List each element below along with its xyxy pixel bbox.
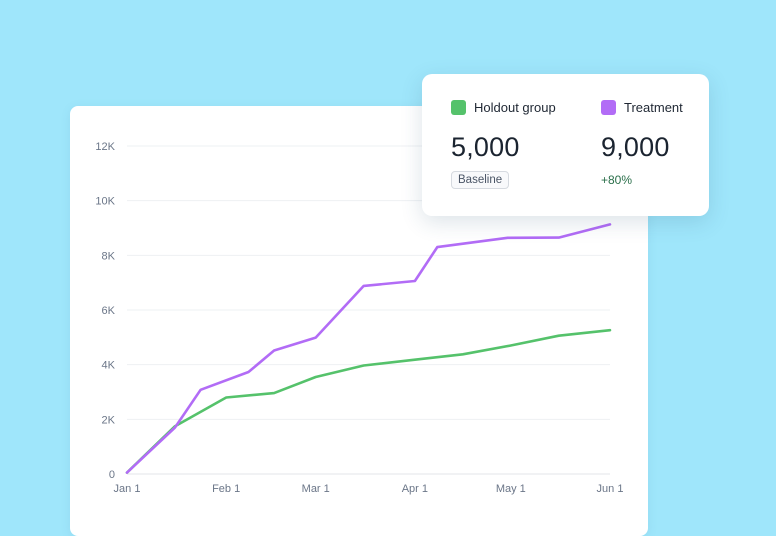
x-tick-label: Jun 1 <box>597 483 624 495</box>
holdout-label: Holdout group <box>474 99 556 115</box>
treatment-delta: +80% <box>601 173 633 187</box>
treatment-swatch <box>601 99 616 115</box>
series-layer <box>125 223 612 474</box>
treatment-label: Treatment <box>624 99 683 115</box>
x-tick-label: Apr 1 <box>402 483 428 495</box>
y-tick-label: 12K <box>95 141 115 153</box>
y-tick-label: 8K <box>102 250 116 262</box>
treatment-series-line <box>125 223 612 474</box>
x-axis-ticks: Jan 1 Feb 1 Mar 1 Apr 1 May 1 Jun 1 <box>114 483 624 495</box>
treatment-value: 9,000 <box>601 132 670 162</box>
x-tick-label: Feb 1 <box>212 483 240 495</box>
y-tick-label: 2K <box>102 414 116 426</box>
holdout-legend-entry: Holdout group <box>451 98 556 116</box>
holdout-swatch <box>451 99 466 115</box>
legend-summary-card: Holdout group 5,000 Baseline Treatment 9… <box>422 74 709 216</box>
line-chart: 0 2K 4K 6K 8K 10K 12K Jan 1 Feb 1 Mar 1 Apr 1 May … <box>95 141 624 495</box>
treatment-legend-entry: Treatment <box>601 98 683 116</box>
holdout-summary: Holdout group 5,000 Baseline <box>451 98 556 189</box>
treatment-summary: Treatment 9,000 +80% <box>601 98 683 187</box>
x-tick-label: Mar 1 <box>302 483 330 495</box>
y-tick-label: 10K <box>95 196 115 208</box>
x-tick-label: May 1 <box>496 483 526 495</box>
y-tick-label: 0 <box>109 469 115 481</box>
y-tick-label: 6K <box>102 305 116 317</box>
x-tick-label: Jan 1 <box>114 483 141 495</box>
baseline-badge: Baseline <box>451 171 510 189</box>
y-tick-label: 4K <box>102 360 116 372</box>
holdout-value: 5,000 <box>451 132 520 162</box>
holdout-series-line <box>125 328 612 474</box>
y-axis-ticks: 0 2K 4K 6K 8K 10K 12K <box>95 141 115 481</box>
